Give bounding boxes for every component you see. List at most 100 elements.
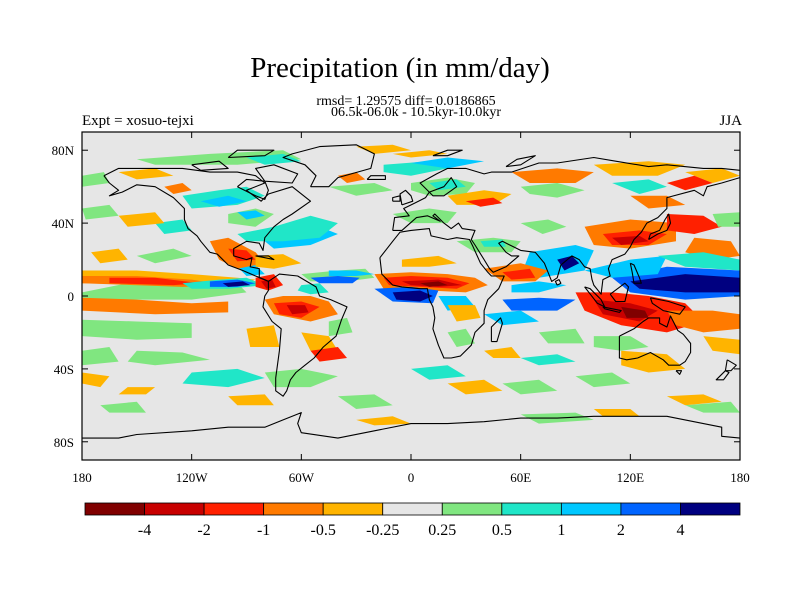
coastline: [255, 164, 299, 184]
anomaly-patch: [392, 290, 433, 302]
season-label: JJA: [719, 113, 742, 129]
colorbar-box: [84, 502, 145, 516]
anomaly-patch: [328, 183, 393, 196]
anomaly-patch: [392, 150, 448, 158]
stats-line-periods: 06.5k-06.0k - 10.5kyr-10.0kyr: [330, 105, 502, 120]
anomaly-patch: [82, 347, 119, 366]
anomaly-patch: [484, 310, 539, 326]
coastline: [648, 213, 672, 240]
anomaly-patch: [286, 305, 309, 315]
anomaly-patch: [411, 157, 485, 169]
x-tick-label: 60E: [510, 470, 531, 485]
anomaly-patch: [82, 372, 110, 388]
anomaly-patch: [328, 270, 375, 276]
colorbar-box: [322, 502, 384, 516]
anomaly-patch: [264, 368, 338, 388]
coastline: [629, 262, 642, 284]
coastline: [432, 149, 463, 157]
coastline: [715, 370, 730, 381]
anomaly-patch: [118, 168, 174, 180]
coastline: [282, 144, 375, 188]
y-tick-label: 80S: [54, 435, 74, 450]
coastline: [618, 315, 692, 366]
colorbar-box: [620, 502, 681, 516]
colorbar-label: 1: [557, 522, 565, 539]
anomaly-patch: [100, 401, 146, 413]
coastline: [191, 160, 229, 171]
anomaly-patch: [712, 212, 740, 227]
colorbar-box: [441, 502, 503, 516]
anomaly-patch: [685, 401, 740, 413]
colorbar-box: [501, 502, 562, 516]
anomaly-patch: [630, 274, 740, 293]
anomaly-patch: [584, 255, 667, 278]
anomaly-patch: [237, 215, 338, 242]
anomaly-patch: [246, 153, 302, 165]
anomaly-patch: [502, 297, 576, 311]
anomaly-patch: [538, 328, 585, 344]
anomaly-patch: [228, 394, 274, 406]
colorbar-label: -0.25: [366, 522, 399, 539]
anomaly-patch: [164, 183, 192, 194]
anomaly-patch: [118, 212, 165, 227]
colorbar-label: 0.25: [428, 522, 456, 539]
anomaly-patch: [420, 281, 448, 287]
coastline: [602, 306, 622, 313]
anomaly-patch: [593, 409, 640, 417]
coastline: [505, 155, 536, 168]
anomaly-patch: [297, 283, 329, 295]
anomaly-patch: [575, 372, 631, 388]
anomaly-patch: [666, 214, 722, 234]
anomaly-patch: [328, 317, 353, 337]
coastline: [255, 255, 275, 261]
anomaly-patch: [228, 248, 256, 262]
anomaly-patch: [612, 179, 667, 194]
anomaly-patch: [136, 248, 192, 264]
coastline: [609, 282, 630, 303]
anomaly-patch: [155, 219, 192, 234]
x-tick-label: 120E: [617, 470, 645, 485]
precipitation-anomaly-fields: [82, 144, 740, 426]
anomaly-patch: [91, 248, 128, 264]
anomaly-patch: [301, 332, 338, 351]
anomaly-patch: [666, 175, 713, 191]
x-tick-label: 180: [730, 470, 750, 485]
chart-title: Precipitation (in mm/day): [250, 52, 550, 84]
anomaly-patch: [520, 183, 585, 198]
longitude-axis: 180 120W 60W 0 60E 120E 180: [72, 132, 750, 485]
anomaly-patch: [502, 268, 536, 280]
coastline: [82, 412, 740, 439]
experiment-label: Expt = xosuo-tejxi: [82, 113, 194, 129]
coastline: [584, 286, 606, 308]
anomaly-patch: [310, 276, 360, 284]
x-tick-label: 180: [72, 470, 92, 485]
anomaly-patch: [621, 306, 649, 318]
anomaly-patch: [337, 172, 366, 183]
anomaly-patch: [200, 195, 247, 207]
coastline: [392, 195, 401, 202]
anomaly-patch: [484, 347, 521, 358]
anomaly-patch: [337, 394, 393, 409]
anomaly-patch: [411, 365, 466, 380]
anomaly-patch: [612, 235, 649, 245]
colorbar-label: -4: [138, 522, 151, 539]
colorbar-label: -2: [197, 522, 210, 539]
coastline: [490, 317, 503, 343]
anomaly-patch: [237, 265, 265, 276]
anomaly-patch: [82, 297, 229, 315]
anomaly-patch: [630, 195, 686, 209]
anomaly-patch: [557, 255, 580, 271]
colorbar-label: -0.5: [311, 522, 336, 539]
y-tick-label: 40N: [52, 216, 75, 231]
coastline: [554, 279, 562, 286]
coastline: [428, 177, 458, 197]
anomaly-patch: [666, 394, 722, 406]
anomaly-patch: [685, 168, 740, 183]
coastline: [392, 156, 740, 295]
anomaly-patch: [118, 387, 156, 395]
coastline: [103, 167, 312, 282]
anomaly-patch: [222, 281, 251, 287]
colorbar-box: [560, 502, 622, 516]
